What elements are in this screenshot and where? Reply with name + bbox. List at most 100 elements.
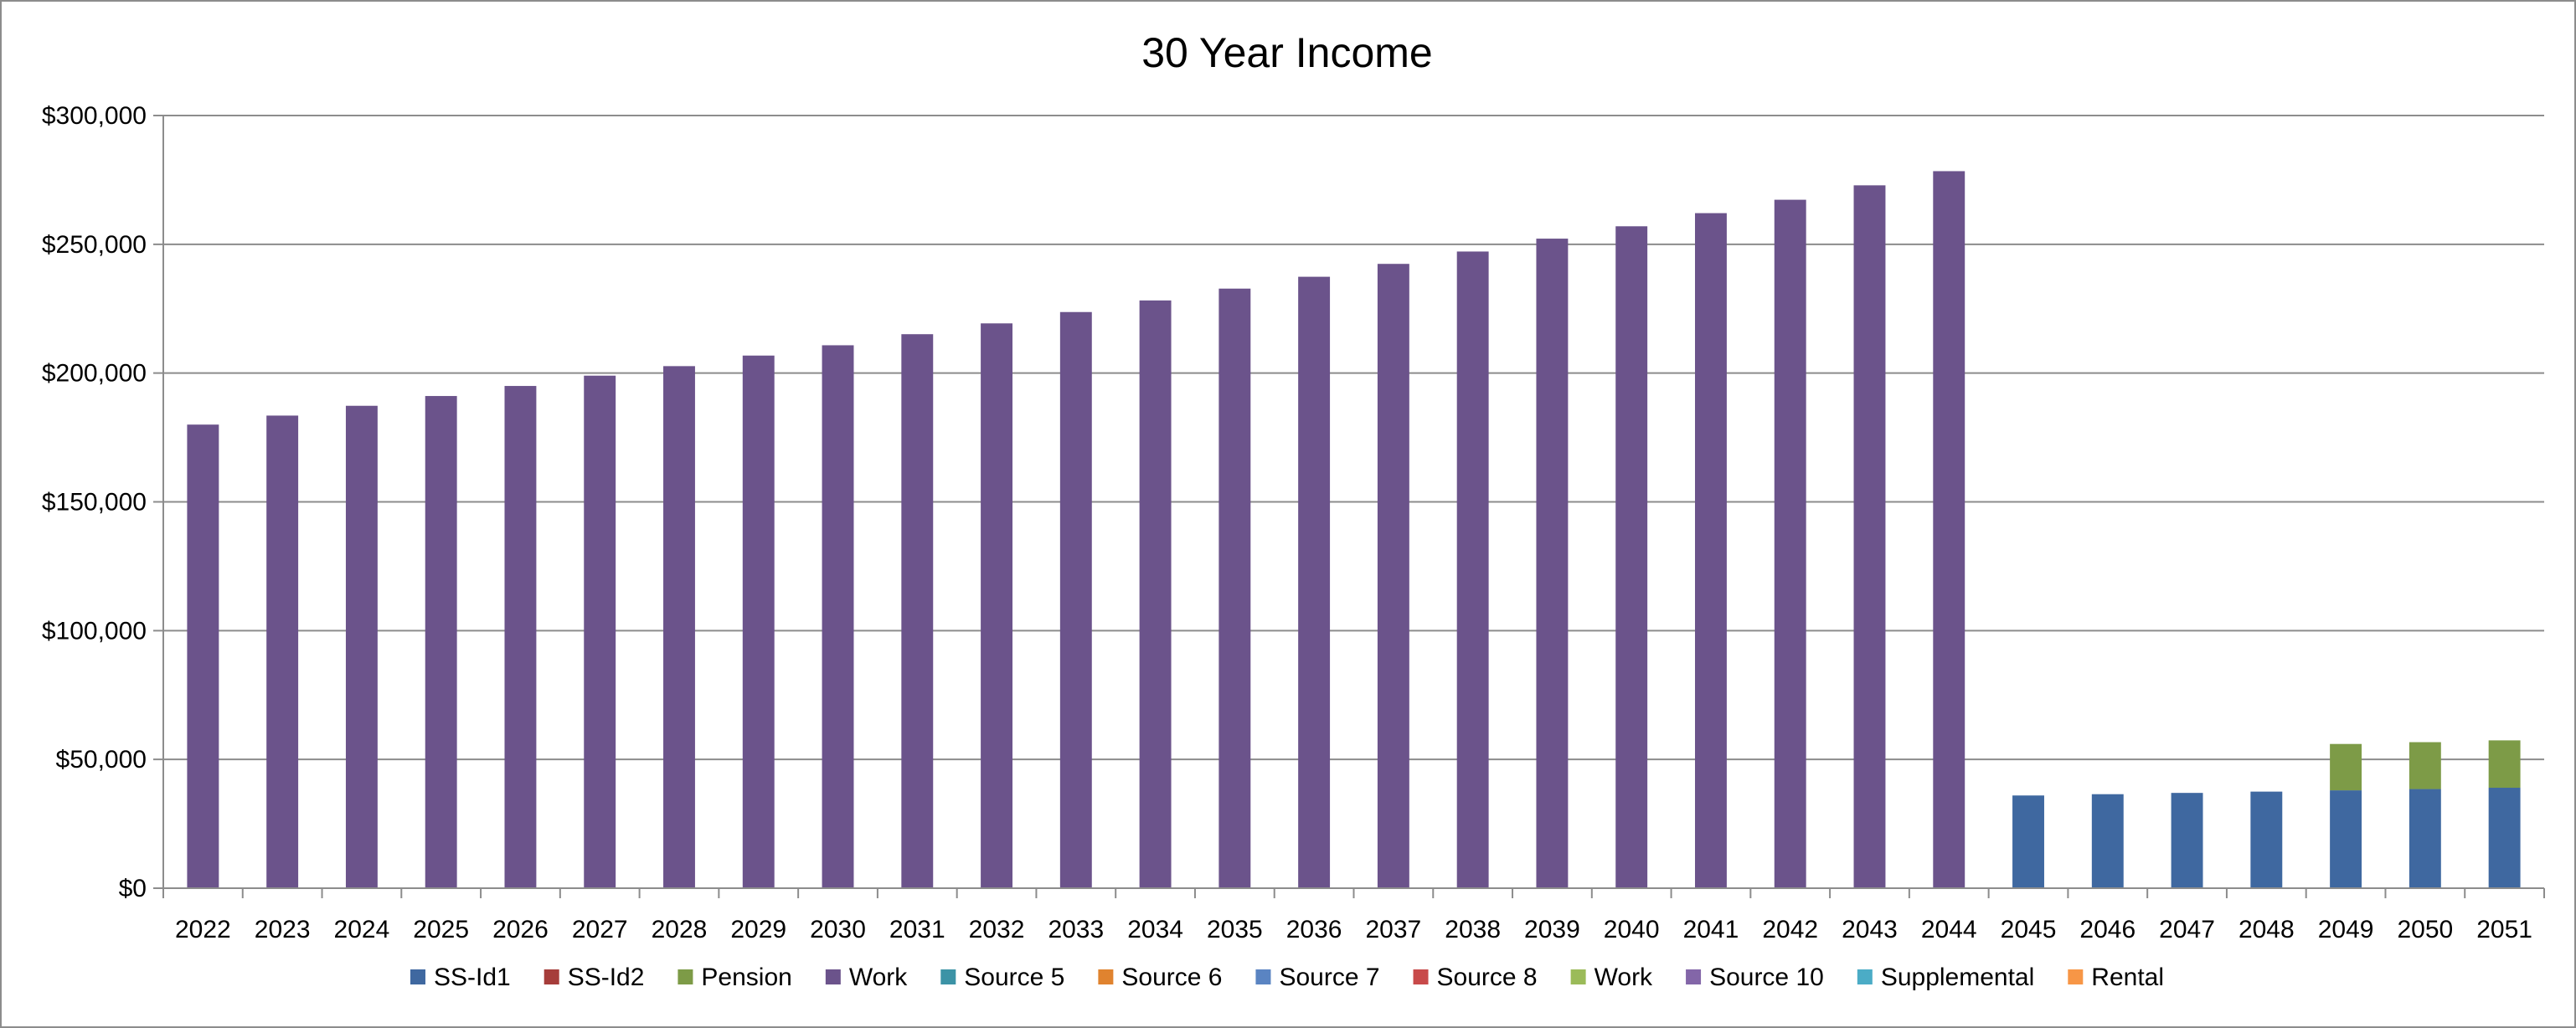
bar-pension-2049 [2330, 743, 2362, 791]
legend-label-rental: Rental [2091, 964, 2164, 991]
legend-label-source-10: Source 10 [1709, 964, 1824, 991]
bar-work-2041 [1694, 213, 1727, 889]
bar-work-2039 [1536, 239, 1569, 888]
legend-label-source-6: Source 6 [1121, 964, 1222, 991]
bar-pension-2050 [2409, 742, 2441, 789]
legend-label-source-5: Source 5 [964, 964, 1064, 991]
legend-swatch-work [1570, 969, 1586, 984]
x-tick-label: 2037 [1366, 916, 1422, 943]
x-tick-label: 2048 [2239, 916, 2295, 943]
bar-ss-id1-2046 [2091, 794, 2124, 888]
bar-work-2024 [345, 405, 378, 888]
y-tick-label: $150,000 [42, 489, 147, 517]
bar-work-2043 [1853, 185, 1886, 888]
x-tick-label: 2030 [810, 916, 866, 943]
bar-work-2029 [742, 355, 775, 888]
y-tick-label: $300,000 [42, 102, 147, 130]
bar-work-2023 [266, 415, 299, 889]
x-tick-label: 2022 [175, 916, 231, 943]
bar-work-2025 [425, 396, 457, 888]
legend: SS-Id1 SS-Id2 Pension Work Source 5 Source 6 S… [410, 964, 2164, 991]
legend-label-supplemental: Supplemental [1881, 964, 2034, 991]
x-tick-label: 2034 [1127, 916, 1183, 943]
x-tick-label: 2029 [730, 916, 786, 943]
legend-swatch-supplemental [1857, 969, 1873, 984]
x-tick-label: 2046 [2079, 916, 2136, 943]
x-tick-label: 2044 [1921, 916, 1977, 943]
y-tick-label: $200,000 [42, 360, 147, 388]
legend-swatch-source-7 [1255, 969, 1271, 984]
x-tick-label: 2033 [1048, 916, 1104, 943]
bar-work-2032 [981, 323, 1013, 888]
x-tick-label: 2035 [1207, 916, 1263, 943]
bar-ss-id1-2050 [2409, 789, 2441, 888]
x-tick-label: 2050 [2397, 916, 2453, 943]
legend-swatch-source-8 [1413, 969, 1429, 984]
legend-swatch-source-6 [1098, 969, 1114, 984]
x-tick-label: 2026 [492, 916, 549, 943]
legend-swatch-rental [2068, 969, 2084, 984]
bar-work-2035 [1218, 288, 1251, 888]
legend-label-pension: Pension [701, 964, 791, 991]
legend-swatch-source-5 [940, 969, 956, 984]
x-tick-label: 2036 [1286, 916, 1342, 943]
x-tick-label: 2028 [652, 916, 708, 943]
x-tick-label: 2049 [2318, 916, 2374, 943]
legend-swatch-ss-id1 [410, 969, 425, 984]
legend-label-ss-id2: SS-Id2 [568, 964, 645, 991]
bar-work-2028 [663, 366, 695, 888]
legend-label-source-7: Source 7 [1279, 964, 1379, 991]
legend-label-work: Work [1595, 964, 1653, 991]
legend-label-source-8: Source 8 [1437, 964, 1538, 991]
x-tick-label: 2042 [1762, 916, 1818, 943]
x-tick-label: 2031 [889, 916, 945, 943]
y-axis-ticks: $0 $50,000 $100,000 $150,000 $200,000 $250,00… [42, 102, 147, 902]
gridlines [153, 115, 2544, 761]
x-tick-label: 2045 [2001, 916, 2057, 943]
bars [187, 171, 2521, 889]
bar-pension-2051 [2488, 740, 2521, 789]
y-tick-label: $250,000 [42, 231, 147, 259]
bar-work-2037 [1377, 264, 1409, 888]
bar-work-2038 [1456, 251, 1489, 888]
bar-work-2042 [1774, 199, 1806, 888]
x-tick-label: 2027 [572, 916, 628, 943]
x-tick-label: 2038 [1445, 916, 1501, 943]
axes [153, 116, 2545, 898]
y-tick-label: $0 [119, 875, 147, 902]
bar-work-2034 [1139, 300, 1172, 888]
bar-work-2030 [822, 345, 854, 888]
bar-work-2040 [1615, 226, 1648, 889]
bar-work-2031 [901, 334, 934, 889]
x-tick-label: 2041 [1683, 916, 1739, 943]
x-tick-label: 2032 [969, 916, 1025, 943]
legend-swatch-ss-id2 [544, 969, 559, 984]
bar-work-2027 [584, 375, 616, 888]
x-tick-label: 2024 [334, 916, 390, 943]
legend-label-work: Work [849, 964, 908, 991]
bar-ss-id1-2047 [2171, 793, 2203, 888]
x-tick-label: 2023 [255, 916, 311, 943]
legend-swatch-source-10 [1686, 969, 1702, 984]
legend-label-ss-id1: SS-Id1 [434, 964, 511, 991]
x-tick-label: 2040 [1604, 916, 1660, 943]
bar-work-2033 [1059, 311, 1092, 889]
x-tick-label: 2047 [2159, 916, 2215, 943]
x-tick-label: 2039 [1524, 916, 1580, 943]
x-axis-ticks: 2022 2023 2024 2025 2026 2027 2028 2029 2030 2031… [175, 916, 2532, 943]
legend-swatch-pension [677, 969, 693, 984]
bar-work-2026 [504, 386, 537, 888]
y-tick-label: $100,000 [42, 617, 147, 645]
y-tick-label: $50,000 [56, 746, 147, 774]
x-tick-label: 2043 [1842, 916, 1898, 943]
bar-ss-id1-2045 [2012, 795, 2044, 888]
legend-swatch-work [825, 969, 841, 984]
bar-work-2022 [187, 424, 219, 888]
bar-work-2036 [1298, 276, 1331, 888]
bar-ss-id1-2049 [2330, 790, 2362, 888]
bar-ss-id1-2051 [2488, 788, 2521, 888]
chart-title: 30 Year Income [1141, 29, 1433, 76]
bar-ss-id1-2048 [2250, 791, 2283, 888]
